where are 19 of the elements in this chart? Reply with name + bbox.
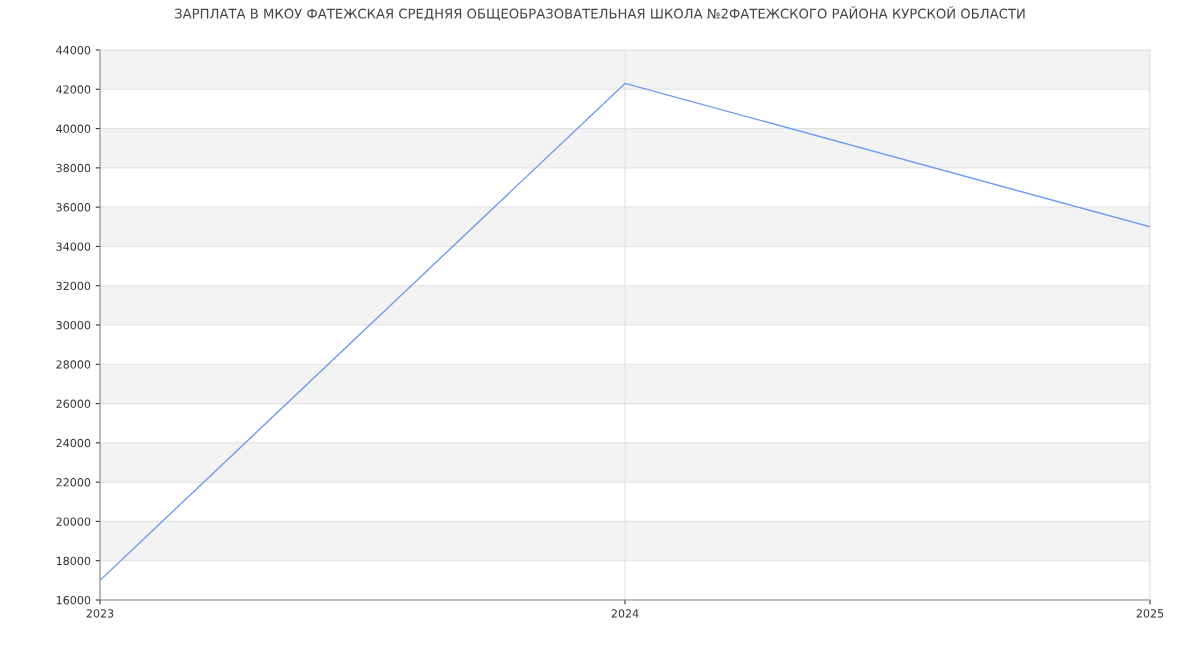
- x-tick-label: 2023: [86, 609, 114, 618]
- y-tick-label: 42000: [56, 85, 91, 94]
- chart-title: ЗАРПЛАТА В МКОУ ФАТЕЖСКАЯ СРЕДНЯЯ ОБЩЕОБРАЗОВАТЕЛЬНАЯ ШКОЛА №2ФАТЕЖСКОГО РАЙОНА КУРСКОЙ ОБЛАСТИ: [175, 6, 1025, 21]
- y-tick-label: 26000: [56, 399, 91, 408]
- y-tick-label: 30000: [56, 320, 91, 330]
- x-tick-label: 2025: [1136, 609, 1164, 618]
- x-tick-label: 2024: [611, 609, 639, 618]
- y-tick-label: 28000: [56, 360, 91, 369]
- y-tick-label: 32000: [56, 281, 91, 291]
- y-tick-label: 40000: [56, 124, 91, 133]
- y-tick-label: 44000: [56, 45, 91, 55]
- y-tick-label: 20000: [56, 517, 91, 526]
- y-tick-label: 18000: [56, 556, 91, 566]
- y-tick-label: 34000: [56, 242, 91, 251]
- y-tick-label: 16000: [56, 595, 91, 605]
- y-tick-label: 36000: [56, 203, 91, 212]
- y-tick-label: 24000: [56, 438, 91, 448]
- y-tick-label: 22000: [56, 478, 91, 487]
- y-tick-label: 38000: [56, 163, 91, 173]
